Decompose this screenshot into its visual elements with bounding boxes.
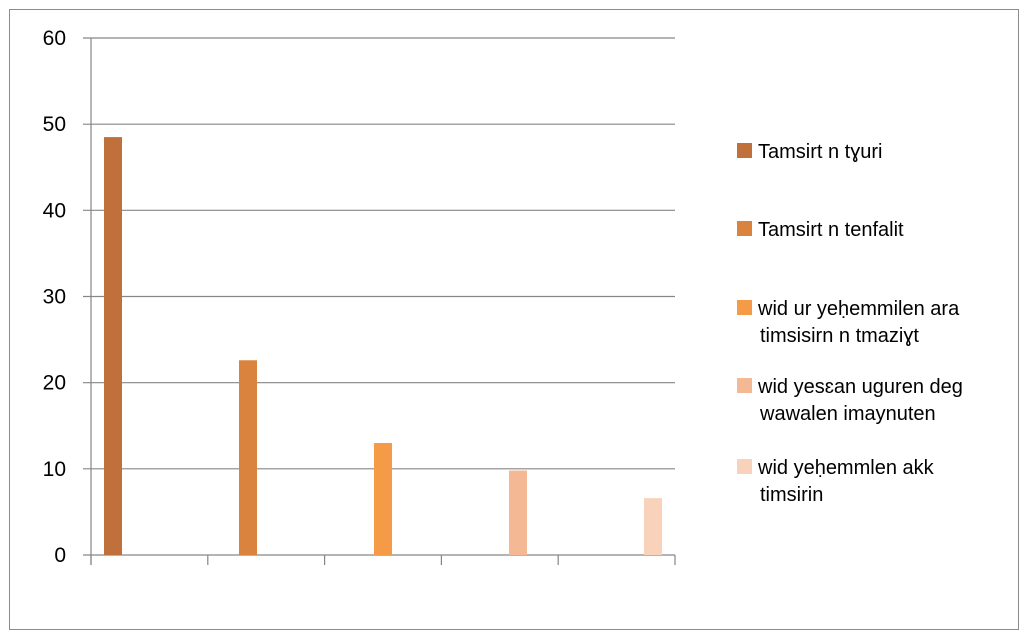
legend-item: Tamsirt n tenfalit [737, 219, 904, 241]
legend-item: wid yeḥemmlen akk timsirin [737, 457, 935, 506]
y-tick-label: 50 [43, 113, 66, 136]
bar [374, 442, 392, 555]
legend-label: timsirin [760, 484, 823, 506]
legend-label: timsisirn n tmaziɣt [760, 325, 919, 347]
legend-item: wid ur yeḥemmilen ara timsisirn n tmaziɣt [737, 298, 960, 347]
legend-swatch [737, 300, 752, 315]
legend-item: Tamsirt n tɣuri [737, 141, 882, 163]
legend-label: wawalen imaynuten [759, 403, 936, 425]
bars [104, 137, 662, 555]
bar [509, 470, 527, 555]
y-tick-label: 30 [43, 286, 66, 309]
legend-swatch [737, 221, 752, 236]
y-tick-label: 40 [43, 199, 66, 222]
legend-label: wid yesɛan uguren deg [757, 376, 963, 398]
legend-label: wid yeḥemmlen akk [757, 457, 935, 479]
y-tick-label: 10 [43, 458, 66, 481]
bar [104, 137, 122, 555]
legend-swatch [737, 459, 752, 474]
y-axis-tick-labels: 0 10 20 30 40 50 60 [43, 27, 66, 567]
y-tick-label: 20 [43, 372, 66, 395]
y-tick-label: 0 [54, 544, 66, 567]
y-tick-label: 60 [43, 27, 66, 50]
legend-label: wid ur yeḥemmilen ara [757, 298, 960, 320]
bar [644, 498, 662, 555]
legend: Tamsirt n tɣuri Tamsirt n tenfalit wid ur… [737, 141, 963, 506]
legend-swatch [737, 378, 752, 393]
gridlines [83, 37, 675, 470]
legend-item: wid yesɛan uguren deg wawalen imaynuten [737, 376, 963, 425]
legend-label: Tamsirt n tenfalit [758, 219, 904, 241]
legend-label: Tamsirt n tɣuri [758, 141, 882, 163]
bar [239, 360, 257, 555]
legend-swatch [737, 143, 752, 158]
